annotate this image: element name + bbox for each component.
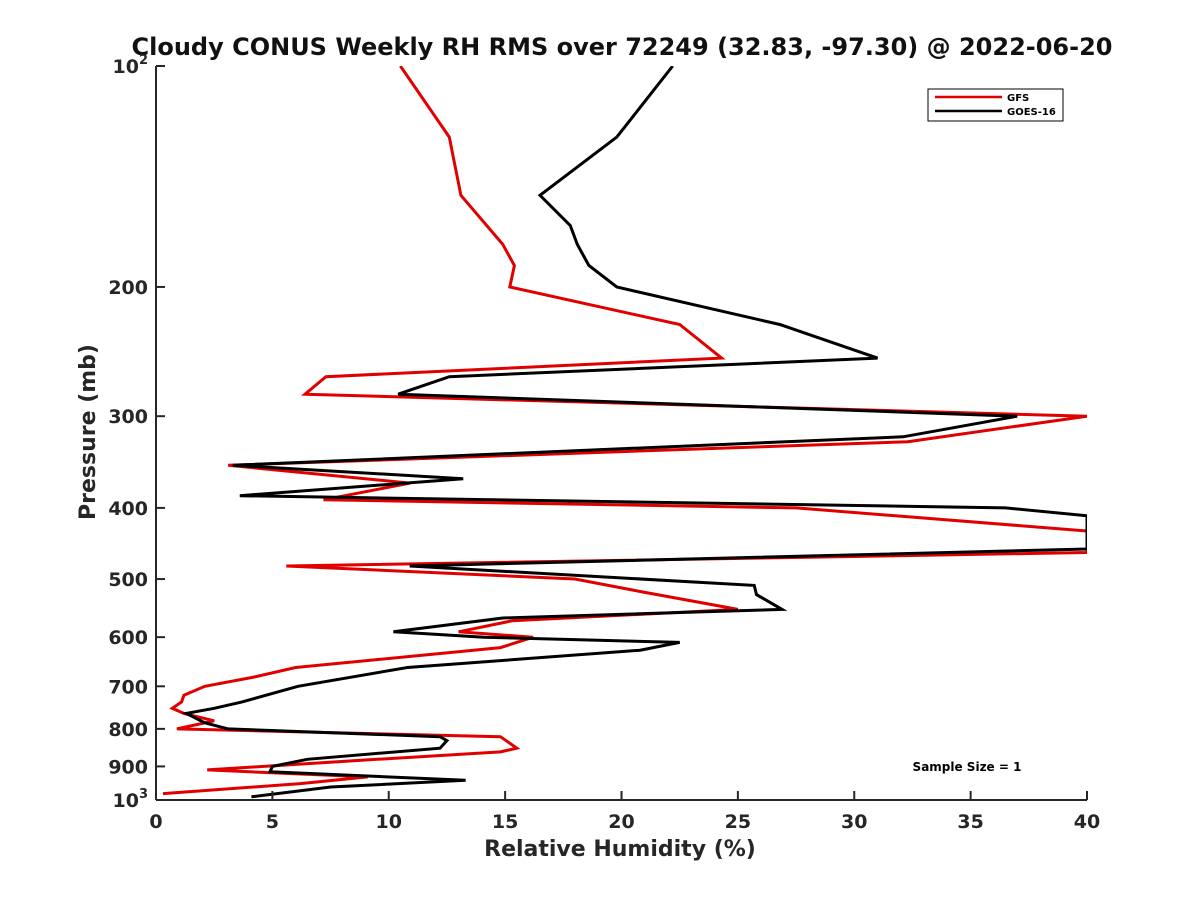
- x-tick-label: 35: [957, 811, 983, 833]
- x-tick-label: 5: [266, 811, 279, 833]
- sample-size-annotation: Sample Size = 1: [913, 760, 1022, 774]
- x-tick-label: 15: [492, 811, 518, 833]
- series-layer: [162, 66, 1087, 799]
- y-tick-label: 103: [113, 787, 149, 812]
- y-tick-label: 200: [108, 277, 148, 299]
- x-tick-label: 25: [725, 811, 751, 833]
- y-tick-label: 700: [108, 676, 148, 698]
- y-tick-label: 300: [108, 406, 148, 428]
- legend-label-goes16: GOES-16: [1007, 107, 1056, 118]
- y-tick-label: 600: [108, 627, 148, 649]
- y-tick-label: 102: [113, 53, 149, 78]
- y-tick-label: 900: [108, 756, 148, 778]
- x-tick-label: 40: [1074, 811, 1100, 833]
- x-tick-label: 30: [841, 811, 867, 833]
- chart-title: Cloudy CONUS Weekly RH RMS over 72249 (3…: [132, 33, 1113, 61]
- y-tick-label: 800: [108, 719, 148, 741]
- legend-label-gfs: GFS: [1007, 93, 1029, 104]
- legend: GFS GOES-16: [927, 88, 1064, 122]
- axes-layer: 0 5 10 15 20 25 30 35 40 102 200 300 400 500 600 700 800…: [108, 53, 1100, 833]
- x-axis-label: Relative Humidity (%): [484, 837, 756, 862]
- legend-box: [927, 88, 1064, 122]
- y-tick-label: 400: [108, 498, 148, 520]
- x-tick-label: 20: [608, 811, 634, 833]
- y-tick-label: 500: [108, 569, 148, 591]
- y-axis-label: Pressure (mb): [76, 344, 101, 520]
- x-tick-label: 10: [376, 811, 402, 833]
- series-line-goes16: [181, 66, 1087, 799]
- x-tick-label: 0: [149, 811, 162, 833]
